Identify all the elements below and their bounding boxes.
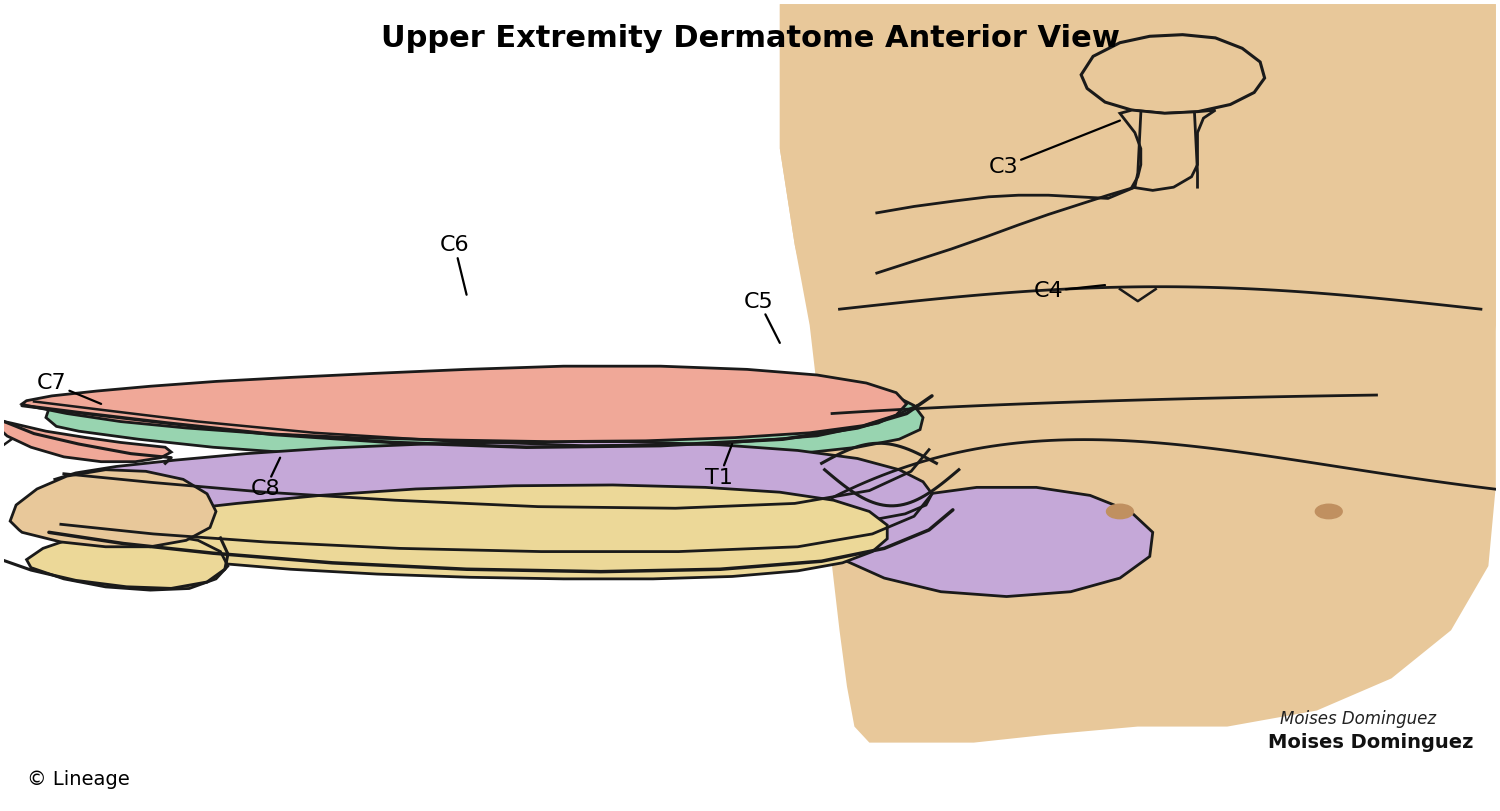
- Polygon shape: [56, 442, 932, 529]
- Polygon shape: [780, 4, 1496, 599]
- Polygon shape: [1082, 35, 1264, 114]
- Polygon shape: [1120, 110, 1215, 191]
- Polygon shape: [10, 470, 216, 547]
- Text: Moises Dominguez: Moises Dominguez: [1268, 733, 1473, 753]
- Polygon shape: [0, 422, 171, 461]
- Text: C6: C6: [440, 235, 470, 294]
- Text: C5: C5: [744, 292, 780, 343]
- Circle shape: [1107, 504, 1134, 519]
- Text: Upper Extremity Dermatome Anterior View: Upper Extremity Dermatome Anterior View: [381, 24, 1119, 54]
- Polygon shape: [46, 485, 886, 579]
- Text: C4: C4: [1034, 281, 1106, 301]
- Text: T1: T1: [705, 444, 734, 488]
- Polygon shape: [837, 487, 1152, 597]
- Text: C3: C3: [988, 121, 1120, 177]
- Text: C7: C7: [38, 373, 100, 404]
- Polygon shape: [780, 4, 1496, 743]
- Polygon shape: [46, 371, 922, 460]
- Text: Moises Dominguez: Moises Dominguez: [1280, 710, 1436, 728]
- Text: © Lineage: © Lineage: [27, 770, 129, 789]
- Polygon shape: [22, 367, 906, 442]
- Text: C8: C8: [251, 457, 280, 500]
- Circle shape: [1316, 504, 1342, 519]
- Polygon shape: [27, 532, 228, 590]
